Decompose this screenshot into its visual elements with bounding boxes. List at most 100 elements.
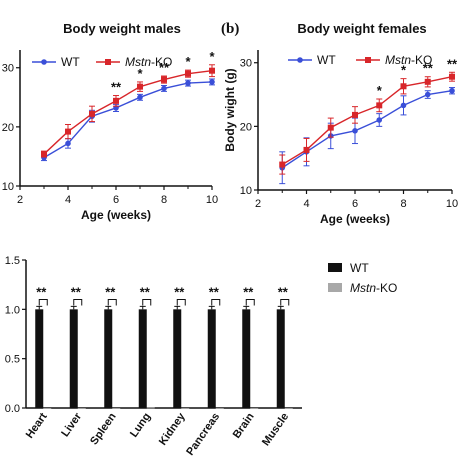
data-point xyxy=(65,140,71,147)
data-point xyxy=(209,67,215,74)
data-point xyxy=(89,110,95,117)
significance-label: ** xyxy=(159,60,170,75)
legend-marker xyxy=(41,59,47,65)
legend-marker xyxy=(105,59,111,65)
x-tick-label: 8 xyxy=(161,194,167,206)
category-label: Kidney xyxy=(157,410,188,448)
data-point xyxy=(185,80,191,86)
series-line xyxy=(281,76,453,166)
data-point xyxy=(376,102,383,109)
bar-ko xyxy=(77,408,86,409)
bar-wt xyxy=(173,309,182,408)
bar-wt xyxy=(35,309,44,408)
bar-wt xyxy=(69,309,78,408)
significance-label: ** xyxy=(209,284,220,299)
category-label: Liver xyxy=(59,410,84,439)
data-point xyxy=(41,151,47,158)
significance-label: * xyxy=(137,66,143,81)
data-point xyxy=(137,94,143,101)
bar-wt xyxy=(138,309,147,408)
x-tick-label: 10 xyxy=(206,194,218,206)
x-tick-label: 6 xyxy=(352,198,358,210)
chart-title: Body weight females xyxy=(297,21,426,36)
y-tick-label: 1.5 xyxy=(5,255,20,267)
legend-label: WT xyxy=(61,55,80,69)
significance-label: ** xyxy=(243,284,254,299)
data-point xyxy=(279,161,286,168)
significance-label: ** xyxy=(447,56,458,71)
data-point xyxy=(327,124,334,131)
category-label: Brain xyxy=(231,411,257,441)
bar-wt xyxy=(207,309,216,408)
data-point xyxy=(376,117,383,123)
bar-ko xyxy=(146,407,155,409)
significance-bracket xyxy=(280,298,290,306)
category-label: Heart xyxy=(24,411,50,441)
significance-label: ** xyxy=(36,284,47,299)
y-tick-label: 30 xyxy=(2,63,14,75)
bar-ko xyxy=(43,408,52,409)
significance-label: ** xyxy=(71,284,82,299)
data-point xyxy=(65,128,71,135)
y-tick-label: 0.5 xyxy=(5,354,20,366)
bar-ko xyxy=(215,408,224,409)
significance-label: * xyxy=(401,63,407,78)
data-point xyxy=(303,146,310,153)
data-point xyxy=(424,91,431,98)
series-line xyxy=(43,70,213,155)
x-tick-label: 4 xyxy=(65,194,71,206)
x-tick-label: 10 xyxy=(446,198,458,210)
legend-label: WT xyxy=(350,261,369,275)
chart-females: (b) Body weight females Body wight (g) 2… xyxy=(221,21,458,226)
panel-label: (b) xyxy=(221,21,239,37)
data-point xyxy=(209,79,215,85)
data-point xyxy=(449,87,455,94)
bar-wt xyxy=(242,309,251,408)
significance-bracket xyxy=(245,298,255,306)
bar-wt xyxy=(276,309,285,408)
category-label: Spleen xyxy=(88,411,119,448)
y-tick-label: 0.0 xyxy=(5,403,20,415)
x-tick-label: 2 xyxy=(255,198,261,210)
x-tick-label: 4 xyxy=(303,198,309,210)
category-label: Lung xyxy=(128,411,153,440)
y-tick-label: 1.0 xyxy=(5,304,20,316)
series-line xyxy=(43,81,213,159)
significance-bracket xyxy=(211,298,221,306)
category-label: Muscle xyxy=(260,411,291,448)
bar-ko xyxy=(284,408,293,409)
bar-ko xyxy=(181,408,190,409)
x-tick-label: 2 xyxy=(17,194,23,206)
data-point xyxy=(352,128,358,134)
significance-label: ** xyxy=(423,61,434,76)
x-tick-label: 8 xyxy=(400,198,406,210)
legend-marker xyxy=(297,57,303,63)
x-axis-label: Age (weeks) xyxy=(81,208,151,222)
legend-label: Mstn-KO xyxy=(125,55,172,69)
legend-label: Mstn-KO xyxy=(350,281,397,295)
legend-swatch xyxy=(328,263,342,272)
significance-label: * xyxy=(377,83,383,98)
significance-bracket xyxy=(73,298,83,306)
significance-label: * xyxy=(209,49,215,64)
significance-label: ** xyxy=(111,80,122,95)
significance-bracket xyxy=(176,298,186,306)
data-point xyxy=(352,111,358,118)
significance-bracket xyxy=(38,298,48,306)
legend-label: Mstn-KO xyxy=(385,53,432,67)
significance-label: ** xyxy=(140,284,151,299)
chart-organs: 0.0 0.5 1.0 1.5 ** Heart ** Liver ** Spleen ** Lung… xyxy=(5,255,398,458)
data-point xyxy=(449,73,455,80)
legend-marker xyxy=(365,57,371,63)
significance-bracket xyxy=(142,298,152,306)
data-point xyxy=(113,97,119,104)
bar-ko xyxy=(250,408,259,409)
data-point xyxy=(400,102,407,109)
data-point xyxy=(185,70,191,77)
data-point xyxy=(424,78,431,85)
significance-bracket xyxy=(107,298,117,306)
category-label: Pancreas xyxy=(184,411,222,458)
chart-title: Body weight males xyxy=(63,21,181,36)
data-point xyxy=(161,76,167,83)
